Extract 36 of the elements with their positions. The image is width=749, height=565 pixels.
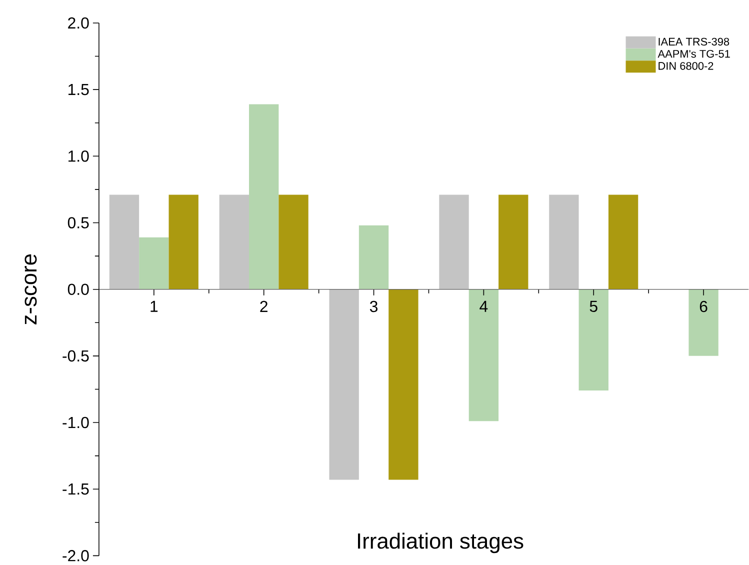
- x-tick-label: 5: [590, 301, 598, 312]
- legend-label: DIN 6800-2: [658, 62, 714, 70]
- bar: [109, 194, 140, 290]
- y-tick-label: -1.0: [62, 417, 89, 428]
- y-axis-title: z-score: [24, 254, 37, 325]
- y-tick-label: -2.0: [62, 550, 89, 562]
- bar: [468, 290, 499, 422]
- bar: [498, 194, 528, 290]
- y-tick-label: 2.0: [68, 18, 89, 29]
- x-tick-label: 1: [150, 301, 158, 312]
- bar: [329, 290, 359, 480]
- bar: [139, 238, 169, 290]
- bar: [439, 194, 469, 290]
- bar: [168, 194, 198, 290]
- bar: [688, 290, 718, 356]
- bar: [549, 194, 579, 290]
- y-tick-label: 0.5: [68, 217, 89, 229]
- bar: [219, 194, 249, 290]
- x-tick-label: 3: [370, 301, 378, 312]
- bar: [358, 226, 389, 290]
- y-tick-label: -1.5: [62, 484, 89, 495]
- bar: [248, 104, 279, 290]
- x-tick-label: 4: [480, 301, 488, 312]
- y-tick-label: 1.0: [68, 150, 89, 162]
- bar: [608, 194, 638, 290]
- bar: [278, 194, 308, 290]
- y-tick-label: 1.5: [68, 84, 89, 96]
- bar: [388, 290, 418, 480]
- bar: [578, 290, 608, 391]
- x-tick-label: 2: [260, 301, 268, 312]
- y-tick-label: 0.0: [68, 284, 89, 296]
- x-axis-title: Irradiation stages: [358, 532, 524, 554]
- y-tick-label: -0.5: [62, 350, 89, 362]
- x-tick-label: 6: [700, 301, 708, 312]
- legend-label: AAPM's TG-51: [658, 50, 730, 58]
- legend-label: IAEA TRS-398: [658, 38, 730, 46]
